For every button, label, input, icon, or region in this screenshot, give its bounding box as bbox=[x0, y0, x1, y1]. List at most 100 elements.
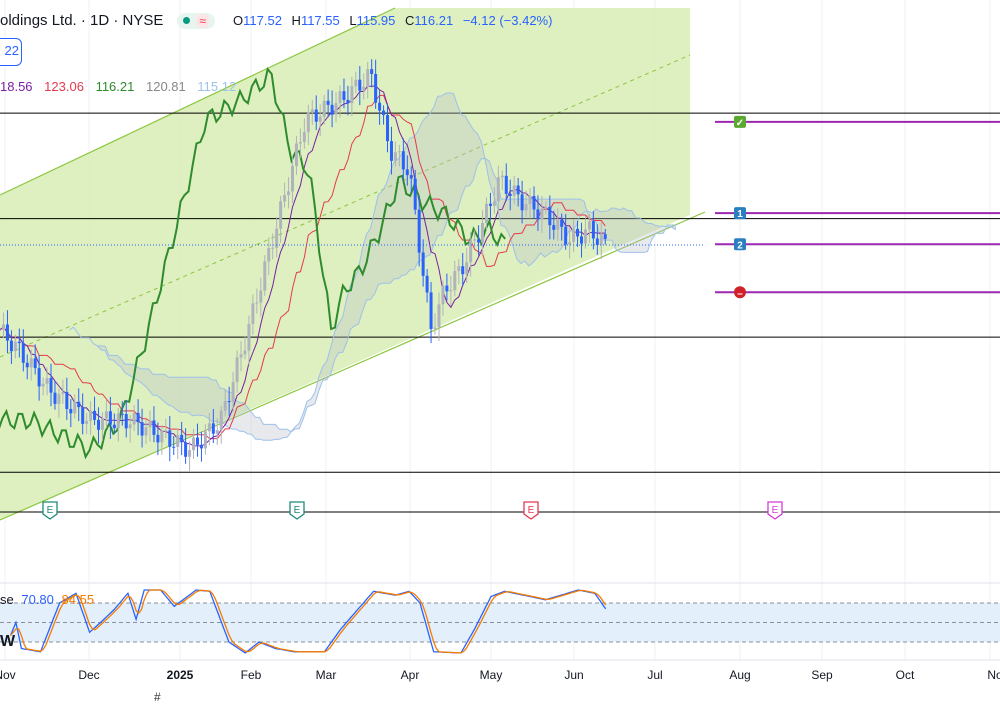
trade-targets[interactable]: ✓ 1 2 – bbox=[715, 115, 1000, 299]
time-axis-label: Jun bbox=[564, 668, 584, 682]
candle-body bbox=[374, 73, 378, 103]
indicator-count-badge[interactable]: 22 bbox=[0, 38, 22, 66]
candle-body bbox=[124, 414, 128, 429]
status-pill[interactable]: ≈ bbox=[177, 12, 215, 29]
candle-body bbox=[203, 431, 207, 449]
candle-body bbox=[492, 201, 496, 206]
candle-body bbox=[13, 341, 17, 352]
stoch-legend[interactable]: se 70.80 84.55 bbox=[0, 592, 94, 607]
earnings-label: E bbox=[528, 505, 535, 516]
candle-body bbox=[294, 143, 298, 166]
ichimoku-legend[interactable]: 18.56 123.06 116.21 120.81 115.12 bbox=[0, 79, 244, 94]
candle-body bbox=[532, 195, 536, 210]
high-value: 117.55 bbox=[300, 13, 340, 28]
candle-body bbox=[0, 329, 2, 331]
open-label: O bbox=[233, 13, 244, 28]
candle-body bbox=[73, 401, 77, 414]
candle-body bbox=[5, 324, 9, 341]
candle-body bbox=[310, 109, 314, 113]
conversion-line bbox=[0, 85, 606, 447]
candles bbox=[0, 59, 607, 472]
candle-body bbox=[334, 103, 338, 115]
earnings-label: E bbox=[47, 505, 54, 516]
target-2-icon bbox=[734, 238, 746, 251]
candle-body bbox=[172, 446, 176, 448]
candle-body bbox=[500, 175, 504, 178]
stoch-d-value: 84.55 bbox=[61, 592, 95, 607]
legend-value: 115.12 bbox=[197, 79, 237, 94]
candle-body bbox=[160, 430, 164, 443]
grid-icon[interactable]: # bbox=[154, 690, 161, 704]
candle-body bbox=[524, 204, 528, 211]
candle-body bbox=[140, 422, 144, 436]
candle-body bbox=[247, 324, 251, 351]
candle-body bbox=[528, 195, 532, 205]
candle-body bbox=[21, 343, 25, 363]
lagging-span bbox=[0, 66, 506, 460]
candle-body bbox=[386, 115, 390, 142]
candle-body bbox=[61, 391, 65, 395]
candle-body bbox=[77, 401, 81, 408]
change-value: −4.12 (−3.42%) bbox=[462, 13, 553, 28]
candle-body bbox=[520, 194, 524, 211]
candle-body bbox=[354, 79, 358, 87]
candle-body bbox=[275, 228, 279, 248]
candle-body bbox=[591, 221, 595, 239]
candle-body bbox=[306, 112, 310, 133]
candle-body bbox=[389, 141, 393, 161]
regression-channel-fill bbox=[0, 8, 690, 520]
candle-body bbox=[290, 165, 294, 192]
candle-body bbox=[89, 410, 93, 421]
stoch-levels bbox=[0, 602, 1000, 643]
candle-body bbox=[53, 392, 57, 404]
candle-body bbox=[544, 206, 548, 209]
candle-body bbox=[508, 193, 512, 196]
candle-body bbox=[314, 109, 318, 122]
wave-icon: ≈ bbox=[196, 13, 209, 28]
candle-body bbox=[429, 292, 433, 329]
horizontal-levels[interactable] bbox=[0, 112, 1000, 473]
candle-body bbox=[322, 100, 326, 117]
stoch-label: se bbox=[0, 592, 14, 607]
candle-body bbox=[449, 290, 453, 292]
candle-body bbox=[144, 427, 148, 436]
time-axis-label: Oct bbox=[895, 668, 915, 682]
symbol-title[interactable]: oldings Ltd. · 1D · NYSE bbox=[0, 12, 164, 29]
candle-body bbox=[148, 420, 152, 428]
target-label: 1 bbox=[737, 209, 743, 220]
candle-body bbox=[488, 203, 492, 206]
target-label: – bbox=[737, 288, 743, 299]
check-icon bbox=[734, 115, 746, 128]
candle-body bbox=[481, 222, 485, 243]
candle-body bbox=[576, 228, 580, 237]
candle-body bbox=[93, 410, 97, 420]
candle-body bbox=[469, 240, 473, 263]
candle-body bbox=[568, 242, 572, 245]
candle-body bbox=[298, 141, 302, 144]
target-1-icon bbox=[734, 207, 746, 220]
candle-body bbox=[156, 434, 160, 443]
candle-body bbox=[461, 266, 465, 275]
candle-body bbox=[180, 434, 184, 443]
candle-body bbox=[85, 420, 89, 424]
candle-body bbox=[81, 407, 85, 424]
candle-body bbox=[366, 69, 370, 87]
candle-body bbox=[287, 191, 291, 196]
candle-body bbox=[595, 238, 599, 245]
candle-body bbox=[572, 228, 576, 243]
candle-body bbox=[346, 99, 350, 104]
candle-body bbox=[579, 236, 583, 244]
candle-body bbox=[496, 177, 500, 202]
candle-body bbox=[342, 91, 346, 100]
candle-body bbox=[97, 419, 101, 430]
candle-body bbox=[243, 350, 247, 355]
low-label: L bbox=[349, 13, 357, 28]
candle-body bbox=[437, 304, 441, 328]
candle-body bbox=[199, 444, 203, 449]
candle-body bbox=[1, 324, 5, 330]
earnings-marker bbox=[289, 501, 305, 520]
stop-icon bbox=[734, 286, 746, 299]
time-axis-label: May bbox=[479, 668, 503, 682]
